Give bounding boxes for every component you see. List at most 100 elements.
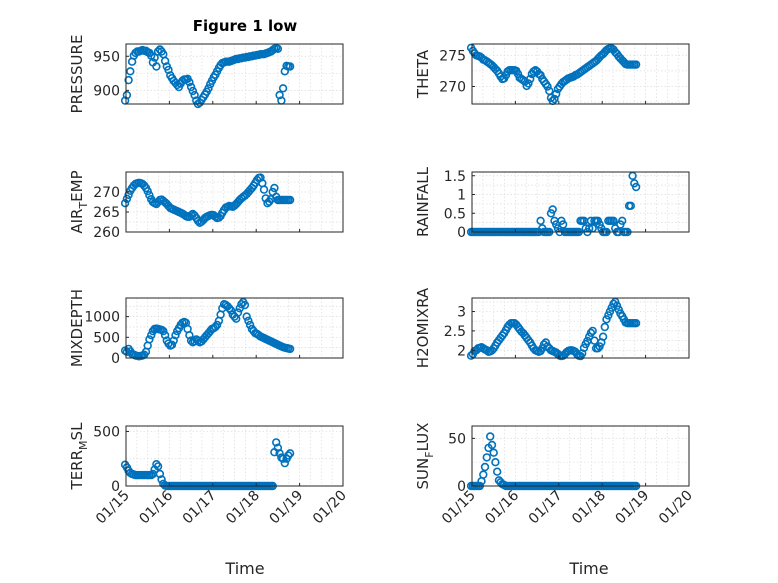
- x-axis-label-left: Time: [224, 559, 264, 578]
- data-point: [150, 53, 159, 62]
- data-point: [278, 84, 288, 93]
- data-point: [145, 191, 154, 200]
- data-point: [245, 320, 255, 330]
- data-point: [614, 305, 623, 314]
- y-tick-label: 900: [93, 83, 120, 99]
- data-point: [237, 300, 246, 309]
- y-tick-label: 0.5: [444, 206, 466, 222]
- y-axis-label: TERRMSL: [68, 422, 90, 491]
- data-point: [159, 326, 168, 336]
- x-tick-label: 01/19: [267, 488, 307, 528]
- data-point: [233, 308, 243, 317]
- axes-background: [471, 425, 690, 487]
- data-point: [152, 62, 161, 71]
- data-point: [285, 62, 295, 71]
- y-tick-label: 50: [448, 431, 466, 447]
- data-point: [147, 331, 156, 340]
- data-point: [617, 216, 627, 226]
- data-point: [126, 67, 135, 76]
- data-point: [558, 220, 568, 229]
- data-point: [604, 311, 613, 320]
- data-point: [185, 77, 194, 87]
- data-point: [525, 74, 535, 84]
- data-point: [285, 449, 295, 458]
- data-point: [631, 319, 641, 328]
- y-axis-label: SUNFLUX: [414, 423, 436, 490]
- data-point: [284, 451, 293, 460]
- x-tick-label: 01/20: [656, 488, 696, 528]
- data-point: [489, 448, 498, 457]
- data-point: [493, 467, 502, 476]
- axes-frame: [125, 43, 344, 105]
- data-point: [186, 82, 196, 92]
- data-point: [482, 453, 491, 462]
- y-tick-label: 0: [457, 479, 466, 495]
- data-point: [586, 328, 596, 337]
- data-point: [486, 432, 495, 441]
- data-point: [550, 94, 559, 104]
- subplot-pressure: 900 950 PRESSURE: [68, 35, 344, 113]
- y-axis-label: RAINFALL: [414, 166, 432, 237]
- data-point: [124, 75, 133, 85]
- data-point: [598, 332, 608, 341]
- axes-frame: [125, 171, 344, 233]
- data-point: [122, 90, 132, 100]
- y-tick-label: 0: [111, 351, 120, 367]
- data-point: [120, 199, 130, 208]
- y-axis-label: AIRTEMP: [68, 170, 90, 233]
- y-tick-label: 270: [93, 185, 120, 201]
- data-point: [541, 338, 550, 347]
- y-tick-label: 265: [93, 205, 120, 221]
- data-point: [153, 462, 163, 471]
- y-tick-label: 1.5: [444, 169, 466, 185]
- data-point: [480, 462, 490, 472]
- x-tick-label: 01/20: [310, 488, 350, 528]
- y-axis-label: THETA: [414, 49, 432, 99]
- data-point: [160, 331, 170, 340]
- data-point: [190, 90, 199, 100]
- data-point: [155, 469, 165, 479]
- data-point: [479, 470, 488, 479]
- data-point: [160, 56, 170, 66]
- data-point: [225, 304, 234, 313]
- data-point: [124, 190, 133, 200]
- axes-frame: [471, 171, 690, 233]
- y-axis-label: MIXDEPTH: [68, 289, 86, 367]
- x-tick-label: 01/18: [569, 488, 609, 528]
- data-point: [285, 195, 295, 205]
- x-tick-label: 01/19: [613, 488, 653, 528]
- data-point: [631, 60, 641, 69]
- data-point: [193, 336, 203, 345]
- axes-frame: [125, 297, 344, 359]
- data-point: [588, 326, 597, 336]
- data-point: [631, 182, 641, 192]
- y-tick-label: 2: [457, 343, 466, 359]
- data-point: [612, 301, 622, 310]
- y-axis-label: H2OMIXRA: [414, 287, 432, 368]
- data-point: [626, 201, 635, 211]
- data-point: [595, 342, 604, 351]
- subplot-rainfall: 0 0.5 1 1.5 RAINFALL: [414, 166, 690, 241]
- y-tick-label: 260: [93, 225, 120, 241]
- data-point: [169, 336, 178, 345]
- data-point: [487, 440, 497, 450]
- data-point: [167, 340, 177, 349]
- data-point: [491, 458, 500, 467]
- data-point: [280, 458, 289, 468]
- y-tick-label: 1000: [84, 310, 120, 326]
- data-point: [272, 438, 281, 447]
- y-tick-label: 2.5: [444, 324, 466, 340]
- data-point: [543, 82, 552, 91]
- data-point: [602, 315, 611, 324]
- axes-frame: [471, 297, 690, 359]
- data-point: [244, 316, 253, 325]
- x-tick-label: 01/16: [482, 487, 522, 527]
- data-point: [240, 300, 250, 310]
- data-point: [584, 332, 594, 341]
- data-point: [273, 443, 283, 452]
- axes-frame: [471, 425, 690, 487]
- x-axis-label-right: Time: [568, 559, 608, 578]
